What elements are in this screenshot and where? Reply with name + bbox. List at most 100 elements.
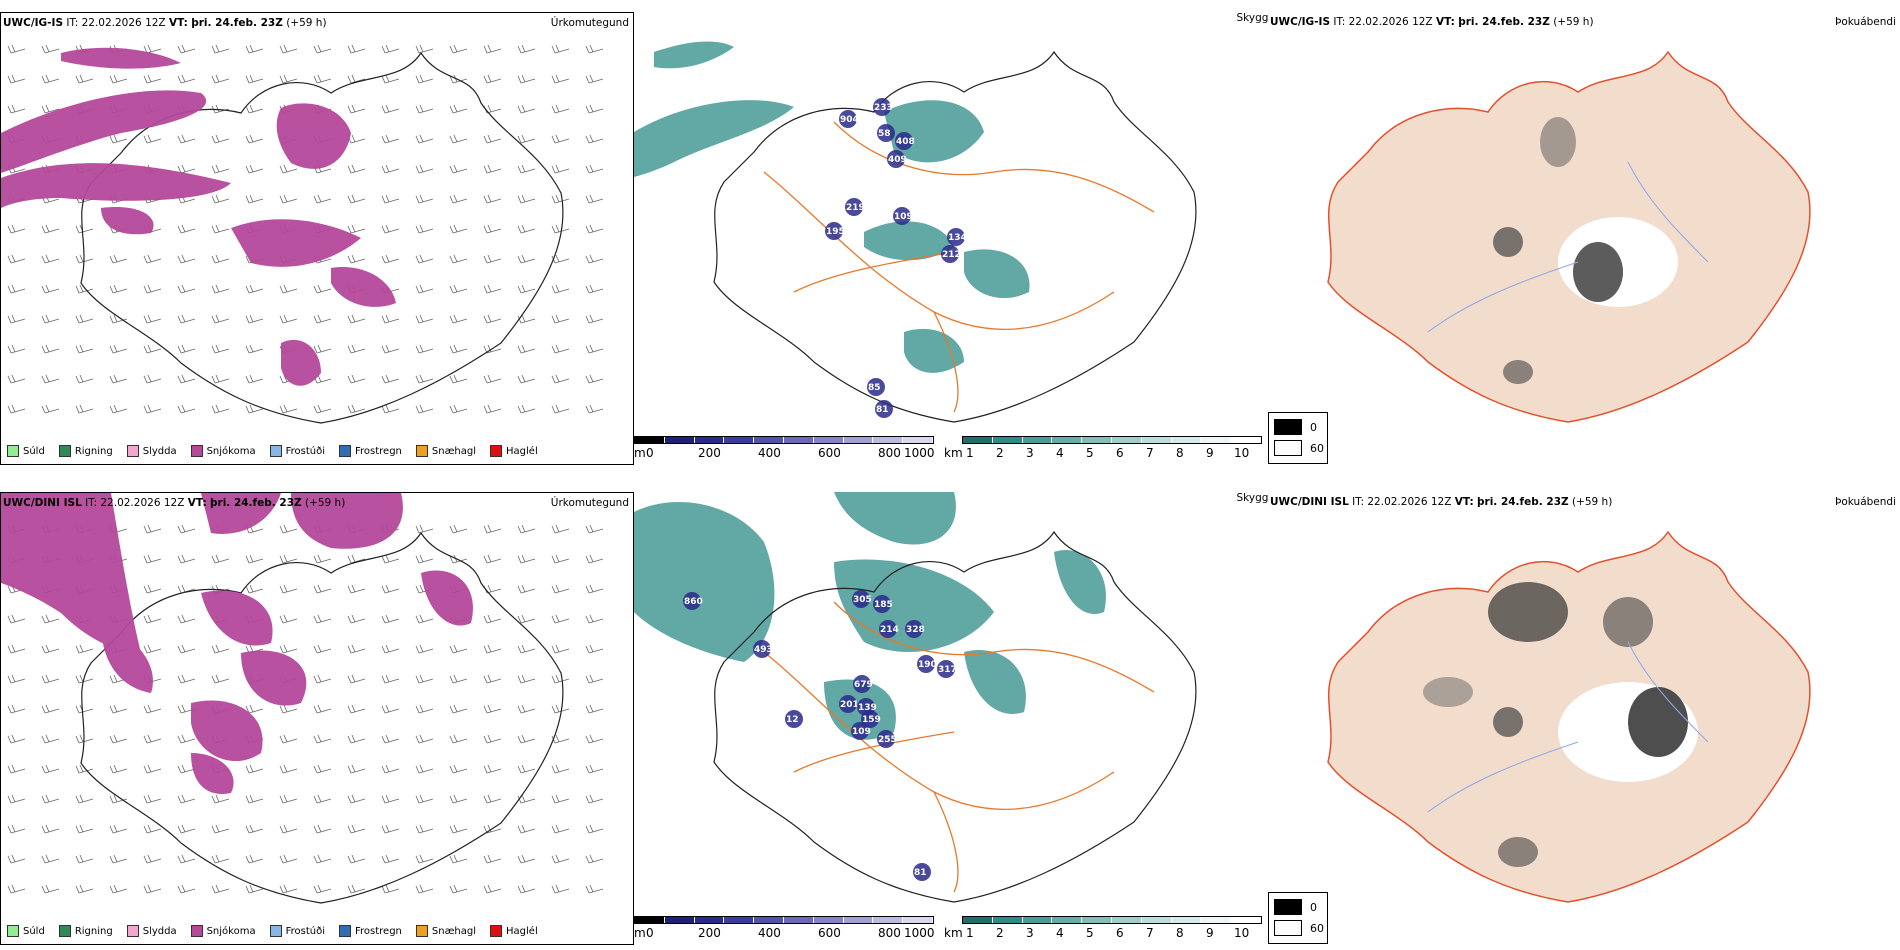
legend-swatch: [58, 445, 71, 457]
wind-barb: [483, 584, 502, 594]
wind-barb: [143, 584, 162, 594]
wind-barb: [177, 614, 196, 624]
precip-type-panel-row2: UWC/DINI ISL IT: 22.02.2026 12Z VT: þri.…: [0, 492, 634, 945]
wind-barb: [75, 854, 94, 864]
wind-barb: [415, 764, 434, 774]
wind-barb: [449, 524, 468, 534]
wind-barb: [109, 794, 128, 804]
cloud-base-value: 195: [826, 227, 845, 237]
wind-barb: [483, 284, 502, 294]
cloud-base-dot: [877, 730, 895, 748]
wind-barb: [75, 674, 94, 684]
cloudbase-tick: 400: [758, 446, 781, 460]
legend-swatch: [58, 925, 71, 937]
wind-barb: [313, 44, 332, 54]
cloud-base-value: 328: [906, 625, 925, 635]
wind-barb: [517, 194, 536, 204]
it-value: 22.02.2026 12Z: [100, 497, 185, 509]
wind-barb: [551, 764, 570, 774]
legend-label: Haglél: [506, 925, 538, 937]
wind-barb: [7, 734, 26, 744]
wind-barb: [7, 344, 26, 354]
wind-barb: [585, 524, 604, 534]
legend-label: Frostúði: [285, 445, 325, 457]
wind-barb: [41, 734, 60, 744]
wind-barb: [517, 704, 536, 714]
fog-legend-label: 60: [1310, 921, 1324, 935]
wind-barb: [211, 374, 230, 384]
precip-legend: Súld Rigning Slydda Snjókoma Frostúði Fr…: [7, 445, 552, 457]
wind-barb: [381, 164, 400, 174]
wind-barb: [41, 884, 60, 894]
cloud-base-dot: [851, 722, 869, 740]
wind-barb: [177, 884, 196, 894]
legend-item-slydda: Slydda: [126, 445, 177, 457]
wind-barb: [449, 104, 468, 114]
wind-barb: [449, 674, 468, 684]
road-network: [763, 121, 1155, 413]
wind-barb: [517, 524, 536, 534]
wind-barb: [585, 644, 604, 654]
wind-barb: [211, 824, 230, 834]
wind-barb: [415, 614, 434, 624]
wind-barb: [75, 404, 94, 414]
wind-barb: [245, 104, 264, 114]
fog-panel-row2: UWC/DINI ISL IT: 22.02.2026 12Z VT: þri.…: [1268, 492, 1900, 945]
cloud-base-markers: 904 233 58 408 409 219 109 195 134 212 85 81: [825, 98, 967, 418]
wind-barb: [415, 314, 434, 324]
wind-barb: [381, 824, 400, 834]
visibility-map-row2: 860 493 305 185 214 328 190 317 679 201 139 109 159 2…: [634, 492, 1197, 903]
wind-barb: [483, 674, 502, 684]
wind-barb: [381, 134, 400, 144]
wind-barb: [211, 194, 230, 204]
wind-barb: [415, 524, 434, 534]
wind-barb: [585, 554, 604, 564]
wind-barb: [551, 404, 570, 414]
wind-barb: [7, 74, 26, 84]
precip-type-title: Úrkomutegund: [550, 497, 629, 509]
wind-barb: [449, 284, 468, 294]
visibility-tick: 3: [1026, 926, 1034, 940]
visibility-tick: 8: [1176, 926, 1184, 940]
wind-barb: [211, 644, 230, 654]
wind-barb: [109, 884, 128, 894]
wind-barb: [279, 194, 298, 204]
panel-title-row2-c: UWC/DINI ISL IT: 22.02.2026 12Z VT: þri.…: [1270, 496, 1612, 508]
wind-barb: [381, 794, 400, 804]
wind-barb: [245, 74, 264, 84]
cloudbase-unit: m: [634, 446, 646, 460]
wind-barb: [7, 824, 26, 834]
wind-barb: [551, 104, 570, 114]
precip-type-map-row1: [1, 44, 604, 424]
wind-barb: [109, 404, 128, 414]
legend-item-slydda: Slydda: [126, 925, 177, 937]
wind-barb: [449, 314, 468, 324]
cloud-base-value: 255: [878, 735, 897, 745]
wind-barb: [585, 614, 604, 624]
wind-barb: [245, 764, 264, 774]
wind-barb: [449, 134, 468, 144]
wind-barb: [449, 164, 468, 174]
wind-barb: [347, 704, 366, 714]
wind-barb: [279, 74, 298, 84]
visibility-bar: [962, 436, 1262, 444]
iceland-coastline: [713, 50, 1197, 423]
fog-legend-row: 60: [1274, 440, 1324, 456]
wind-barb: [483, 644, 502, 654]
cloud-base-dot: [753, 640, 771, 658]
fog-areas: [1423, 582, 1698, 867]
wind-barb: [449, 704, 468, 714]
wind-barb: [415, 44, 434, 54]
wind-barb: [483, 374, 502, 384]
rivers: [1427, 161, 1709, 333]
wind-barb: [7, 224, 26, 234]
wind-barb: [279, 524, 298, 534]
wind-barb: [41, 824, 60, 834]
wind-barb: [415, 884, 434, 894]
wind-barb: [483, 314, 502, 324]
wind-barb: [177, 674, 196, 684]
lead-time: (+59 h): [304, 497, 346, 509]
wind-barb: [483, 614, 502, 624]
wind-barb: [109, 344, 128, 354]
